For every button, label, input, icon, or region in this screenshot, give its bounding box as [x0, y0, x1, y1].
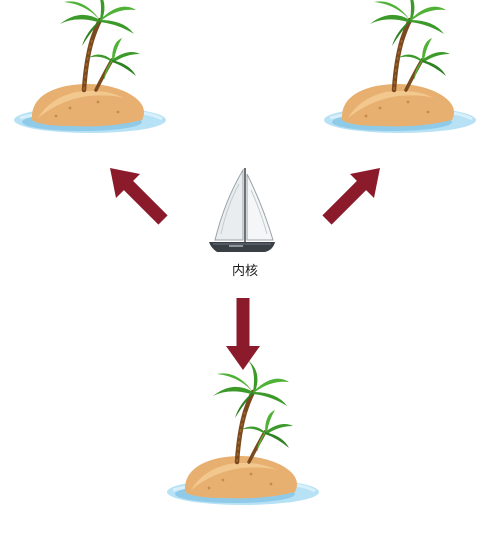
sailboat-icon: [209, 168, 275, 252]
arrow-to-top-left: [110, 168, 168, 225]
kernel-label: 内核: [231, 264, 258, 279]
arrow-to-top-right: [322, 168, 380, 225]
island-top-left: [14, 0, 166, 133]
island-bottom: [167, 358, 319, 505]
arrow-to-bottom: [226, 298, 260, 370]
island-top-right: [324, 0, 476, 133]
